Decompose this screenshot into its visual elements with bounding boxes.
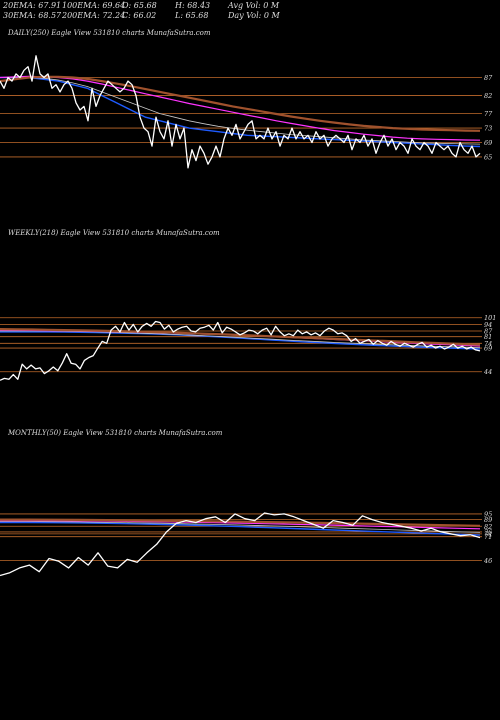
monthly-chart-panel: MONTHLY(50) Eagle View 531810 charts Mun… [0,429,492,577]
weekly-level-label-44: 44 [483,368,492,376]
stat-avg-vol: Avg Vol: 0 M [227,1,280,10]
stat-high: H: 68.43 [174,1,210,10]
stat-20ema: 20EMA: 67.91 [2,1,61,10]
weekly-level-label-81: 81 [484,333,492,341]
stat-200ema: 200EMA: 72.24 [61,11,125,20]
daily-level-label-73: 73 [484,125,492,133]
daily-chart-title: DAILY(250) Eagle View 531810 charts Muna… [7,29,211,37]
stat-low: L: 65.68 [174,11,208,20]
daily-level-label-77: 77 [484,110,493,118]
daily-chart-panel: DAILY(250) Eagle View 531810 charts Muna… [0,29,493,169]
monthly-level-label-95: 95 [484,510,492,518]
weekly-chart-title: WEEKLY(218) Eagle View 531810 charts Mun… [8,229,220,237]
stat-30ema: 30EMA: 68.57 [3,11,62,20]
daily-level-label-65: 65 [484,153,492,161]
monthly-level-label-71: 71 [484,533,492,541]
stat-close: C: 66.02 [122,11,156,20]
daily-ema-100ema-line [0,75,481,141]
header-stats: 20EMA: 67.91 100EMA: 69.64 O: 65.68 H: 6… [2,1,281,20]
stat-open: O: 65.68 [122,1,157,10]
monthly-level-label-76: 76 [484,528,492,536]
monthly-level-label-89: 89 [484,516,492,524]
weekly-chart-panel: WEEKLY(218) Eagle View 531810 charts Mun… [0,229,496,381]
daily-ema-200ema-line [0,75,481,132]
daily-level-label-87: 87 [484,74,493,82]
monthly-ema-20ema-line [0,521,481,536]
stat-100ema: 100EMA: 69.64 [62,1,125,10]
weekly-level-label-101: 101 [484,314,496,322]
weekly-level-label-74: 74 [484,340,492,348]
daily-ema-30ema-line [0,77,481,145]
monthly-chart-title: MONTHLY(50) Eagle View 531810 charts Mun… [7,429,223,437]
weekly-level-label-69: 69 [484,345,492,353]
monthly-level-label-74: 74 [484,530,492,538]
weekly-level-label-94: 94 [484,321,492,329]
monthly-ema-200ema-line [0,518,481,527]
monthly-level-label-82: 82 [484,523,492,531]
monthly-ema-30ema-line [0,521,481,533]
stat-day-vol: Day Vol: 0 M [227,11,281,20]
daily-price-line [0,55,481,169]
monthly-price-line [0,512,481,577]
weekly-price-line [0,320,481,381]
weekly-level-label-87: 87 [484,328,493,336]
daily-level-label-82: 82 [484,92,492,100]
monthly-level-label-46: 46 [483,557,492,565]
daily-level-label-69: 69 [484,139,492,147]
